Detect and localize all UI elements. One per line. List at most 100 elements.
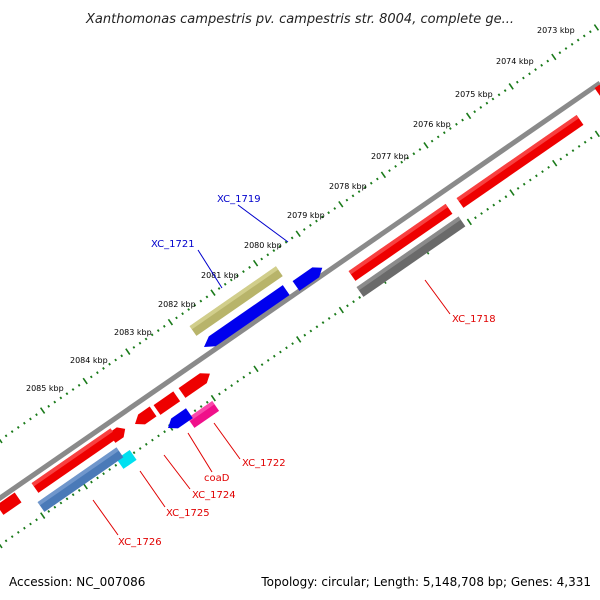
kbp-label: 2076 kbp (413, 120, 451, 129)
kbp-label: 2078 kbp (329, 182, 367, 191)
minor-tick (528, 178, 532, 182)
minor-tick (492, 203, 496, 207)
minor-tick (272, 249, 276, 253)
kbp-label: 2080 kbp (244, 241, 282, 250)
major-tick (125, 348, 131, 355)
gene-xc-1725[interactable] (116, 449, 137, 469)
minor-tick (279, 350, 282, 354)
minor-tick (369, 181, 373, 185)
label-xc-1722[interactable]: XC_1722 (242, 458, 286, 469)
minor-tick (577, 145, 581, 148)
minor-tick (205, 295, 209, 299)
minor-tick (175, 316, 178, 320)
minor-tick (321, 321, 325, 325)
gene-xc-1722[interactable] (187, 400, 220, 428)
minor-tick (120, 354, 124, 358)
gene-olive[interactable] (189, 266, 283, 336)
gene-xc-1721[interactable] (201, 285, 290, 352)
minor-tick (138, 341, 142, 345)
gene-xc-1719[interactable] (292, 263, 326, 291)
minor-tick (406, 156, 410, 160)
minor-tick (497, 93, 501, 97)
xc-1725-leader (139, 470, 166, 508)
label-xc-1726[interactable]: XC_1726 (118, 537, 162, 548)
gene-xc-1722-upper[interactable] (178, 369, 214, 398)
gene-upper-right-large[interactable] (456, 114, 584, 208)
minor-tick (266, 253, 270, 257)
minor-tick (516, 187, 520, 190)
minor-tick (29, 417, 32, 421)
xc-1722-leader (213, 422, 241, 460)
label-coad[interactable]: coaD (204, 473, 230, 484)
minor-tick (358, 295, 362, 299)
minor-tick (266, 359, 270, 362)
label-xc-1724[interactable]: XC_1724 (192, 490, 236, 501)
minor-tick (309, 223, 312, 227)
gene-coad[interactable] (165, 408, 193, 433)
minor-tick (448, 127, 452, 130)
minor-tick (278, 244, 282, 248)
minor-tick (132, 451, 136, 455)
minor-tick (53, 505, 57, 509)
minor-tick (570, 42, 574, 46)
major-tick (338, 306, 344, 314)
gene-edge-fragment[interactable] (594, 84, 600, 98)
gene-xc-1718[interactable] (356, 216, 466, 297)
label-xc-1718[interactable]: XC_1718 (452, 314, 496, 325)
minor-tick (522, 182, 526, 186)
gene-xc-1718-upper[interactable] (348, 203, 453, 281)
minor-tick (394, 165, 397, 168)
outer-tick-track (0, 24, 600, 444)
gene-xc-1726[interactable] (37, 447, 124, 512)
major-tick (210, 394, 216, 402)
kbp-label: 2083 kbp (114, 328, 152, 337)
minor-tick (571, 149, 575, 152)
minor-tick (480, 212, 483, 215)
minor-tick (218, 392, 221, 396)
minor-tick (290, 236, 294, 240)
minor-tick (90, 480, 93, 484)
minor-tick (71, 388, 75, 391)
major-tick (295, 230, 301, 238)
label-xc-1719[interactable]: XC_1719 (217, 194, 261, 205)
major-tick (252, 259, 259, 267)
minor-tick (132, 346, 136, 349)
label-xc-1721[interactable]: XC_1721 (151, 239, 195, 250)
gene-left-edge-fragment[interactable] (0, 492, 22, 515)
kbp-label: 2081 kbp (201, 271, 239, 280)
minor-tick (77, 383, 81, 387)
gene-coad-upper[interactable] (153, 391, 181, 415)
minor-tick (588, 30, 592, 34)
xc-1724-leader (163, 454, 191, 490)
kbp-label: 2082 kbp (158, 300, 196, 309)
minor-tick (418, 148, 422, 151)
minor-tick (589, 136, 593, 140)
major-tick (0, 543, 3, 549)
minor-tick (151, 438, 154, 442)
minor-tick (547, 166, 550, 169)
xc-1719-leader (237, 204, 289, 243)
minor-tick (181, 312, 184, 316)
gene-xc-1724-upper[interactable] (132, 406, 157, 429)
minor-tick (576, 38, 580, 42)
minor-tick (473, 110, 477, 114)
label-xc-1725[interactable]: XC_1725 (166, 508, 210, 519)
minor-tick (77, 488, 81, 492)
major-tick (0, 438, 3, 444)
major-tick (508, 83, 514, 90)
minor-tick (535, 174, 538, 178)
minor-tick (504, 195, 508, 199)
minor-tick (522, 76, 525, 80)
minor-tick (375, 177, 379, 181)
kbp-label: 2074 kbp (496, 57, 534, 66)
gene-xc-1726-upper[interactable] (31, 428, 118, 493)
minor-tick (242, 375, 246, 379)
major-tick (423, 142, 429, 149)
minor-tick (199, 299, 203, 303)
minor-tick (4, 539, 8, 543)
minor-tick (315, 219, 318, 223)
minor-tick (223, 282, 227, 286)
minor-tick (400, 160, 404, 164)
minor-tick (515, 80, 519, 84)
